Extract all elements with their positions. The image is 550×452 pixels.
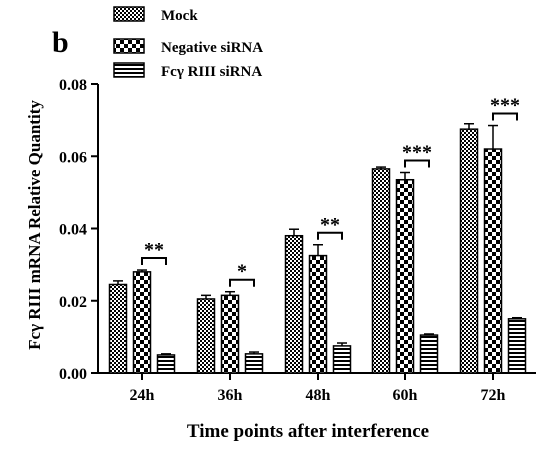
bar: [284, 234, 304, 374]
significance-label: **: [144, 239, 164, 261]
bar: [196, 298, 216, 374]
significance-label: ***: [490, 95, 520, 117]
significance-bracket: [404, 159, 430, 168]
x-tick-label: 48h: [306, 387, 331, 404]
x-tick-label: 36h: [218, 387, 243, 404]
bar: [395, 178, 415, 374]
panel-label: b: [52, 26, 69, 59]
bar: [419, 334, 439, 374]
x-axis-label: Time points after interference: [187, 421, 429, 442]
y-axis-label: Fcγ RIII mRNA Relative Quantity: [25, 100, 44, 350]
bar: [483, 148, 503, 374]
y-tick-label: 0.02: [59, 294, 87, 311]
x-tick-label: 60h: [393, 387, 418, 404]
y-tick-label: 0.06: [59, 149, 87, 166]
bar: [244, 353, 264, 374]
legend-swatch-fcgr3-sirna: [113, 62, 145, 78]
bar: [332, 345, 352, 374]
x-tick-label: 24h: [130, 387, 155, 404]
legend-label-negative-sirna: Negative siRNA: [161, 40, 263, 56]
y-tick-label: 0.04: [59, 222, 87, 239]
significance-bracket: [141, 257, 167, 266]
legend-label-fcgr3-sirna: Fcγ RIII siRNA: [161, 64, 262, 80]
bar: [220, 294, 240, 374]
y-tick-label: 0.00: [59, 366, 87, 383]
legend-label-mock: Mock: [161, 8, 198, 24]
legend-swatch-mock: [113, 6, 145, 22]
legend: Mock Negative siRNA Fcγ RIII siRNA: [113, 6, 263, 80]
bar: [308, 254, 328, 374]
bar: [507, 318, 527, 374]
bar: [108, 283, 128, 374]
y-tick-label: 0.08: [59, 77, 87, 94]
significance-label: *: [237, 261, 247, 283]
bar: [132, 271, 152, 374]
significance-bracket: [492, 112, 518, 121]
bar: [459, 128, 479, 374]
significance-label: ***: [402, 142, 432, 164]
x-tick-label: 72h: [481, 387, 506, 404]
legend-swatch-negative-sirna: [113, 38, 145, 54]
significance-bracket: [317, 231, 343, 240]
bar: [156, 354, 176, 374]
significance-label: **: [320, 214, 340, 236]
bar: [371, 168, 391, 374]
significance-bracket: [229, 278, 255, 287]
